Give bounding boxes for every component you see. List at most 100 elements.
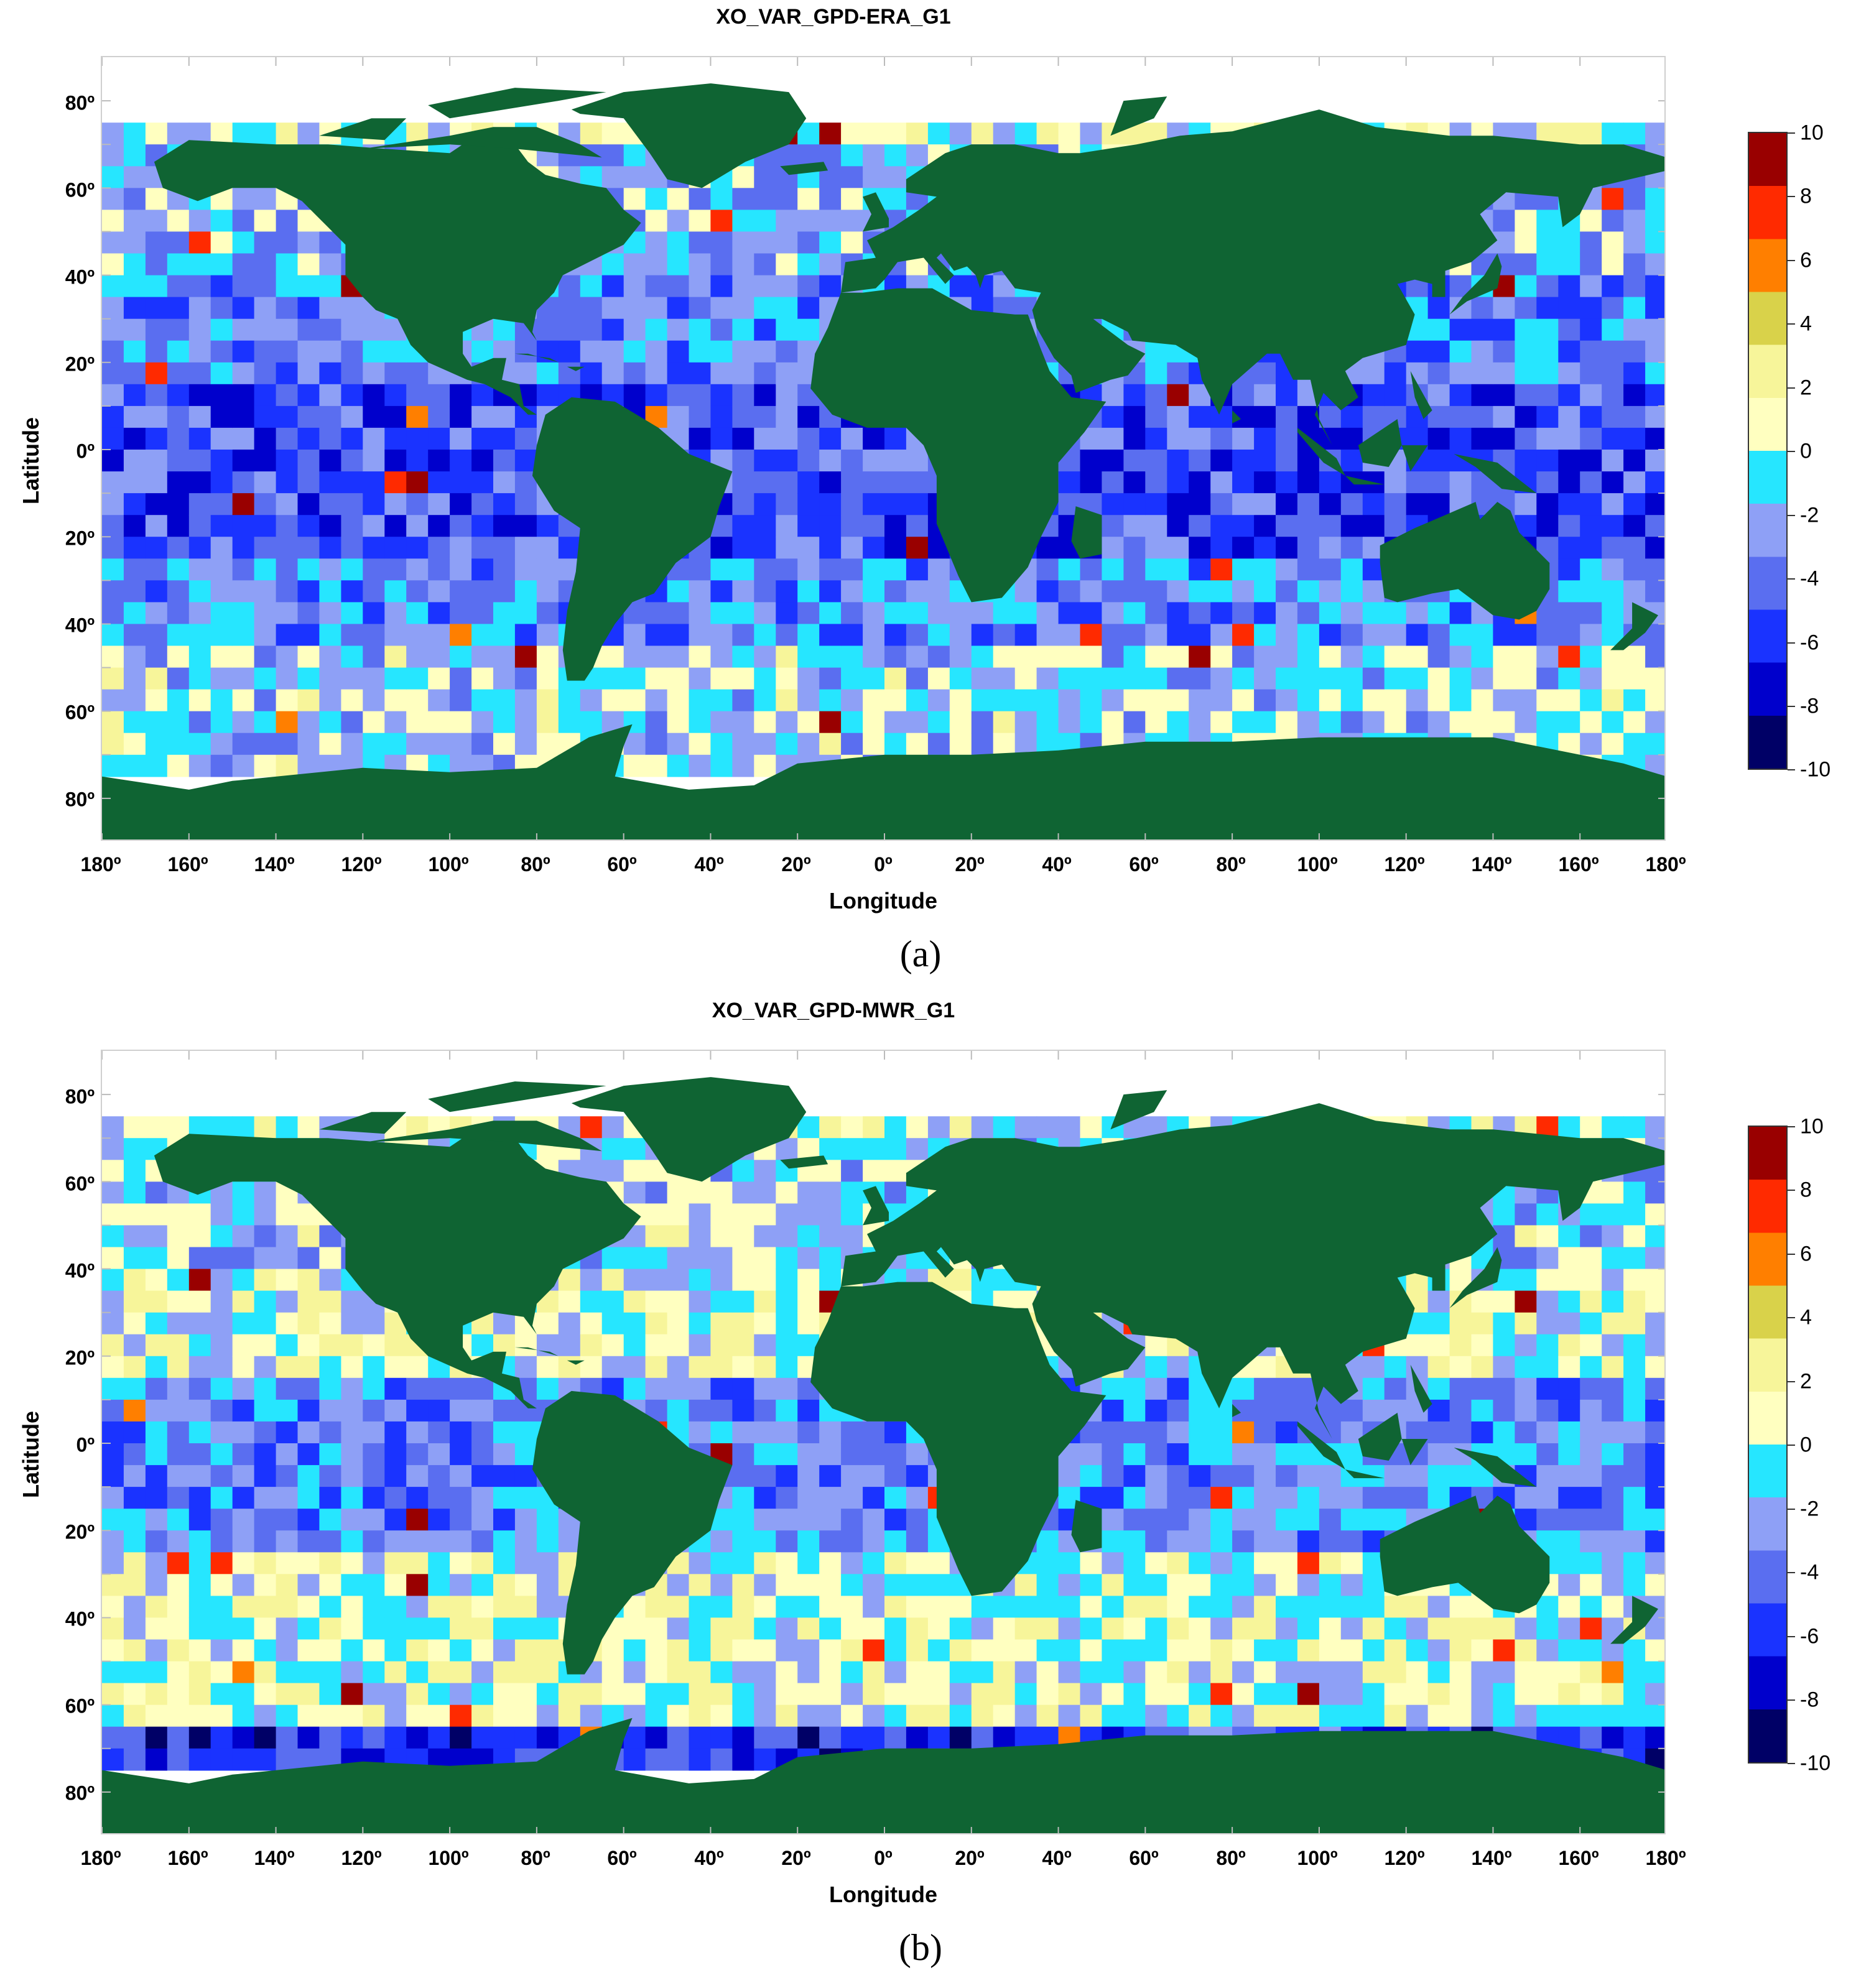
heatmap-cell — [776, 602, 798, 625]
heatmap-cell — [188, 1726, 211, 1749]
x-tick-label: 160º — [167, 1847, 208, 1869]
heatmap-cell — [689, 297, 711, 320]
heatmap-cell — [493, 1465, 516, 1487]
heatmap-cell — [971, 1617, 994, 1640]
heatmap-cell — [927, 123, 950, 145]
heatmap-cell — [276, 1356, 299, 1379]
heatmap-cell — [319, 297, 341, 320]
heatmap-cell — [841, 123, 863, 145]
heatmap-cell — [601, 1639, 624, 1662]
heatmap-cell — [1189, 471, 1211, 494]
heatmap-cell — [341, 1726, 363, 1749]
heatmap-cell — [514, 450, 537, 472]
heatmap-cell — [363, 1356, 385, 1379]
heatmap-cell — [863, 1704, 885, 1727]
heatmap-cell — [1340, 1443, 1363, 1466]
heatmap-cell — [254, 427, 277, 450]
heatmap-cell — [1297, 1530, 1320, 1553]
heatmap-cell — [123, 1552, 146, 1574]
heatmap-cell — [1340, 624, 1363, 647]
heatmap-cell — [601, 667, 624, 690]
heatmap-cell — [145, 1334, 168, 1357]
heatmap-cell — [1427, 624, 1450, 647]
heatmap-cell — [776, 340, 798, 363]
heatmap-cell — [1210, 493, 1233, 515]
heatmap-cell — [384, 537, 407, 559]
heatmap-cell — [1427, 1617, 1450, 1640]
x-tick-label: 140º — [254, 853, 295, 876]
heatmap-cell — [732, 1377, 754, 1400]
land-polygon — [810, 1282, 1107, 1596]
y-tick-label: 0º — [76, 1433, 95, 1456]
heatmap-cell — [667, 1661, 690, 1684]
heatmap-cell — [949, 624, 972, 647]
heatmap-cell — [254, 1334, 277, 1357]
heatmap-cell — [710, 558, 733, 581]
heatmap-cell — [276, 711, 299, 734]
heatmap-cell — [1319, 537, 1342, 559]
heatmap-cell — [949, 689, 972, 712]
heatmap-cell — [884, 1683, 907, 1706]
heatmap-cell — [1602, 188, 1624, 210]
heatmap-cell — [493, 558, 516, 581]
heatmap-cell — [710, 537, 733, 559]
heatmap-cell — [906, 450, 929, 472]
heatmap-cell — [384, 711, 407, 734]
heatmap-cell — [601, 1661, 624, 1684]
heatmap-cell — [1427, 362, 1450, 385]
heatmap-cell — [254, 558, 277, 581]
heatmap-cell — [1167, 645, 1189, 668]
heatmap-cell — [601, 689, 624, 712]
heatmap-cell — [1406, 602, 1429, 625]
heatmap-cell — [732, 1530, 754, 1553]
heatmap-cell — [732, 1596, 754, 1619]
heatmap-cell — [1602, 733, 1624, 756]
heatmap-cell — [123, 733, 146, 756]
heatmap-cell — [1427, 1312, 1450, 1335]
heatmap-cell — [210, 515, 233, 537]
heatmap-cell — [514, 1421, 537, 1444]
heatmap-cell — [145, 754, 168, 777]
heatmap-cell — [1384, 384, 1407, 407]
x-tick-label: 20º — [955, 853, 985, 876]
heatmap-cell — [623, 297, 646, 320]
heatmap-cell — [1319, 624, 1342, 647]
heatmap-cell — [536, 1683, 559, 1706]
heatmap-cell — [536, 1312, 559, 1335]
heatmap-cell — [906, 1726, 929, 1749]
colorbar-label: -4 — [1800, 566, 1819, 591]
heatmap-cell — [667, 384, 690, 407]
heatmap-cell — [776, 1704, 798, 1727]
heatmap-cell — [1580, 580, 1602, 603]
heatmap-cell — [319, 558, 341, 581]
heatmap-cell — [428, 493, 450, 515]
heatmap-cell — [1080, 1661, 1102, 1684]
colorbar-tick — [1788, 642, 1795, 644]
heatmap-cell — [406, 1487, 429, 1509]
heatmap-cell — [493, 1487, 516, 1509]
heatmap-cell — [797, 318, 820, 341]
heatmap-cell — [1493, 231, 1515, 254]
heatmap-cell — [254, 384, 277, 407]
heatmap-cell — [689, 602, 711, 625]
heatmap-cell — [123, 1596, 146, 1619]
heatmap-cell — [1123, 384, 1146, 407]
heatmap-cell — [1602, 253, 1624, 276]
heatmap-cell — [102, 1530, 124, 1553]
heatmap-cell — [1036, 580, 1059, 603]
heatmap-cell — [1580, 733, 1602, 756]
heatmap-cell — [232, 1225, 255, 1248]
heatmap-cell — [1645, 1704, 1664, 1727]
heatmap-cell — [1406, 1356, 1429, 1379]
heatmap-cell — [1123, 427, 1146, 450]
heatmap-cell — [645, 1203, 668, 1226]
heatmap-cell — [1558, 1247, 1580, 1270]
heatmap-cell — [1623, 1487, 1646, 1509]
heatmap-cell — [167, 471, 190, 494]
heatmap-cell — [1623, 1465, 1646, 1487]
heatmap-cell — [276, 1596, 299, 1619]
heatmap-cell — [732, 450, 754, 472]
heatmap-cell — [732, 645, 754, 668]
heatmap-cell — [1515, 340, 1537, 363]
heatmap-cell — [1276, 1530, 1298, 1553]
